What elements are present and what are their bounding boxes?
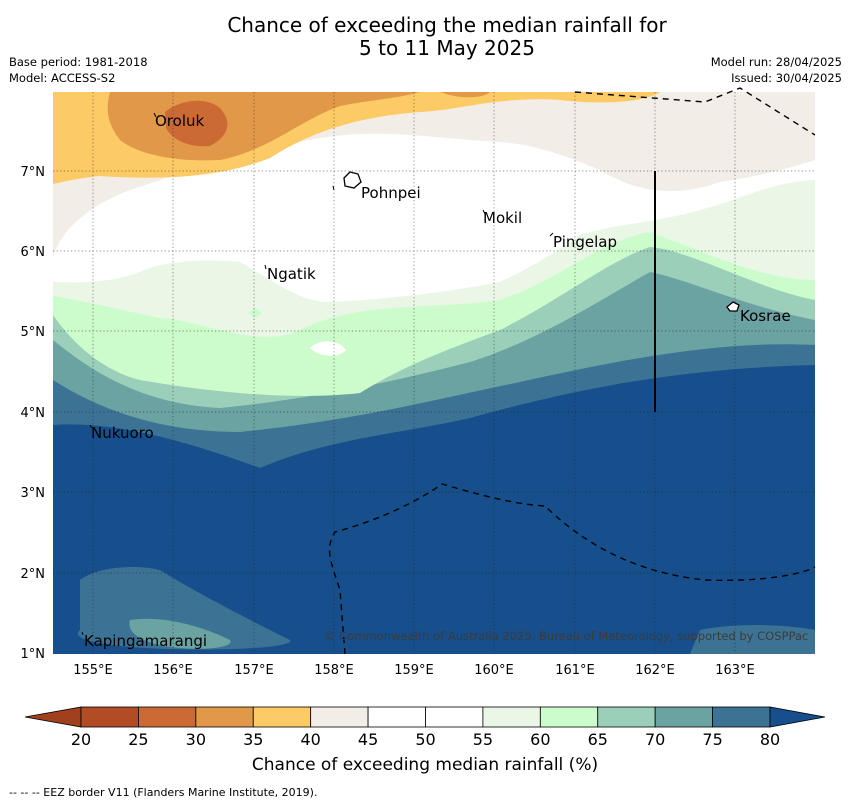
colorbar-segment (482, 706, 541, 728)
lon-label: 161°E (555, 663, 595, 678)
island-shapes (343, 171, 740, 312)
eez-borders (328, 87, 816, 655)
lon-label: 157°E (234, 663, 274, 678)
lon-label: 163°E (715, 663, 755, 678)
colorbar: 20 25 30 35 40 45 50 55 60 65 70 75 80 (24, 706, 826, 749)
map-title: Chance of exceeding the median rainfall … (0, 14, 850, 60)
model-name: Model: ACCESS-S2 (9, 71, 116, 85)
colorbar-segment (712, 706, 771, 728)
colorbar-tick-label: 60 (530, 730, 550, 749)
colorbar-segment (597, 706, 656, 728)
atoll-marks (81, 112, 554, 636)
colorbar-label: Chance of exceeding median rainfall (%) (251, 755, 599, 775)
colorbar-segment (195, 706, 254, 728)
lat-label: 5°N (21, 325, 46, 340)
longitude-labels: 155°E 156°E 157°E 158°E 159°E 160°E 161°… (73, 663, 755, 678)
colorbar-segment (310, 706, 369, 728)
kosrae-island (726, 301, 740, 312)
lon-label: 155°E (73, 663, 113, 678)
lat-label: 4°N (21, 406, 46, 421)
place-label: Oroluk (155, 112, 204, 130)
colorbar-tick-label: 50 (415, 730, 435, 749)
model-run: Model run: 28/04/2025 (710, 55, 842, 69)
copyright-text: © Commonwealth of Australia 2025, Bureau… (324, 629, 808, 643)
lat-label: 7°N (21, 165, 46, 180)
lat-label: 2°N (21, 567, 46, 582)
colorbar-segment (539, 706, 599, 728)
colorbar-segment (425, 706, 484, 728)
colorbar-segment (252, 706, 312, 728)
pohnpei-island (343, 171, 362, 189)
issued-date: Issued: 30/04/2025 (731, 71, 842, 85)
lat-label: 1°N (21, 647, 46, 662)
colorbar-tick-label: 80 (760, 730, 780, 749)
lon-label: 156°E (153, 663, 193, 678)
meta-left: Base period: 1981-2018 Model: ACCESS-S2 (9, 54, 148, 86)
place-label: Ngatik (267, 265, 316, 283)
colorbar-under-arrow (24, 706, 82, 728)
place-label: Kosrae (740, 307, 791, 325)
colorbar-tick-label: 25 (128, 730, 148, 749)
colorbar-tick-label: 65 (588, 730, 608, 749)
lon-label: 158°E (314, 663, 354, 678)
place-label: Kapingamarangi (84, 632, 207, 650)
colorbar-tick-label: 70 (645, 730, 665, 749)
graticule (53, 92, 815, 654)
lon-label: 159°E (394, 663, 434, 678)
rainfall-probability-field (53, 92, 815, 654)
title-line-2: 5 to 11 May 2025 (359, 36, 535, 60)
lon-label: 160°E (474, 663, 514, 678)
latitude-labels: 7°N 6°N 5°N 4°N 3°N 2°N 1°N (21, 165, 46, 662)
place-label: Pingelap (553, 233, 617, 251)
colorbar-tick-label: 45 (358, 730, 378, 749)
colorbar-segment (367, 706, 426, 728)
eez-footnote: -- -- -- EEZ border V11 (Flanders Marine… (9, 786, 318, 799)
place-label: Mokil (483, 209, 522, 227)
colorbar-tick-label: 75 (702, 730, 722, 749)
lat-label: 3°N (21, 486, 46, 501)
lat-label: 6°N (21, 245, 46, 260)
place-label: Nukuoro (91, 424, 154, 442)
colorbar-tick-label: 35 (243, 730, 263, 749)
colorbar-segment (80, 706, 139, 728)
meta-right: Model run: 28/04/2025 Issued: 30/04/2025 (711, 54, 842, 86)
colorbar-segment (138, 706, 197, 728)
place-labels: Oroluk Pohnpei Mokil Pingelap Ngatik Kos… (84, 112, 791, 650)
title-line-1: Chance of exceeding the median rainfall … (227, 13, 667, 37)
colorbar-tick-label: 40 (300, 730, 320, 749)
colorbar-segment (654, 706, 713, 728)
colorbar-tick-label: 20 (71, 730, 91, 749)
place-label: Pohnpei (361, 184, 421, 202)
colorbar-tick-label: 55 (473, 730, 493, 749)
colorbar-tick-label: 30 (186, 730, 206, 749)
colorbar-over-arrow (769, 706, 826, 728)
lon-label: 162°E (635, 663, 675, 678)
base-period: Base period: 1981-2018 (9, 55, 148, 69)
